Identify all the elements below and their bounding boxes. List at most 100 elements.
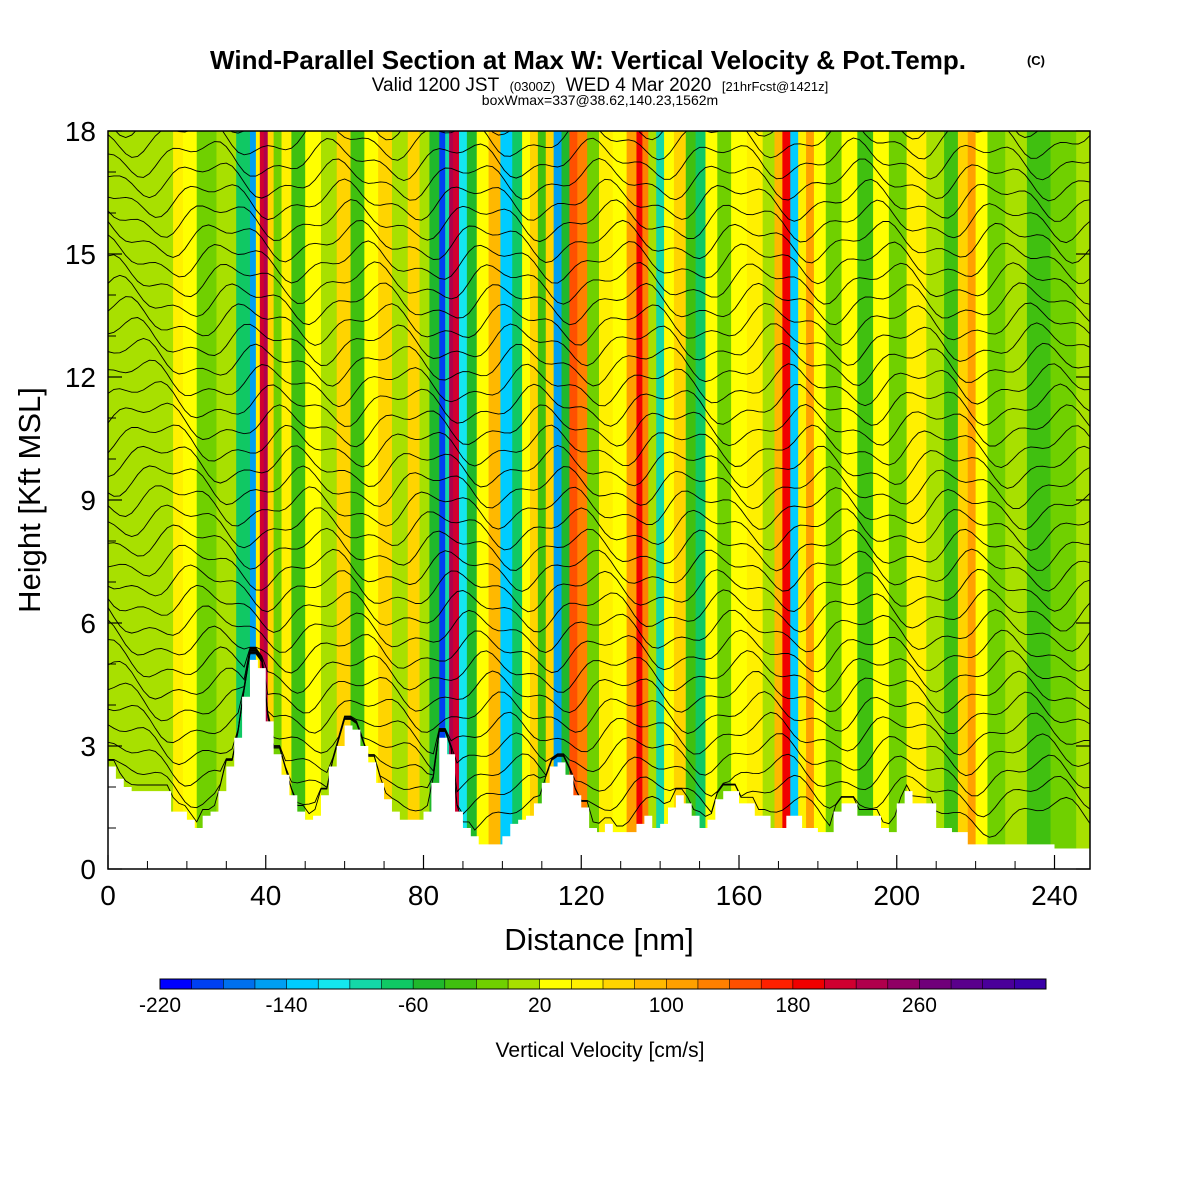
colorbar-swatch <box>761 979 794 989</box>
velocity-column <box>798 131 807 869</box>
y-tick-label: 0 <box>80 854 96 885</box>
velocity-column <box>857 131 874 869</box>
colorbar-swatch <box>191 979 224 989</box>
x-tick-label: 160 <box>716 880 763 911</box>
colorbar-swatch <box>919 979 952 989</box>
x-tick-label: 200 <box>873 880 920 911</box>
theta-contour <box>108 381 1090 427</box>
velocity-column <box>439 131 446 869</box>
colorbar-label: 100 <box>649 994 684 1017</box>
potential-temperature-contours <box>108 131 1090 838</box>
theta-contour <box>108 131 1090 161</box>
velocity-column <box>391 131 409 869</box>
colorbar-swatch <box>982 979 1015 989</box>
theta-contour <box>108 584 1090 633</box>
colorbar-swatch <box>381 979 414 989</box>
velocity-column <box>705 131 718 869</box>
colorbar-swatch <box>349 979 382 989</box>
velocity-column <box>782 131 791 869</box>
theta-contour <box>108 649 1090 735</box>
colorbar-label: -60 <box>398 994 428 1017</box>
velocity-column <box>636 131 643 869</box>
velocity-column <box>476 131 490 869</box>
velocity-column <box>648 131 657 869</box>
y-tick-label: 3 <box>80 731 96 762</box>
x-tick-label: 40 <box>250 880 281 911</box>
colorbar-swatch <box>571 979 604 989</box>
colorbar-swatch <box>160 979 192 989</box>
theta-contour <box>108 338 1090 387</box>
velocity-column <box>906 131 927 869</box>
theta-contour <box>108 465 1090 510</box>
velocity-column <box>445 131 450 869</box>
velocity-column <box>123 131 154 869</box>
y-tick-label: 15 <box>65 239 96 270</box>
velocity-column <box>458 131 468 869</box>
theta-contour <box>108 619 1090 674</box>
velocity-column <box>806 131 815 869</box>
velocity-column <box>825 131 843 869</box>
velocity-column <box>561 131 571 869</box>
theta-contour <box>108 317 1090 367</box>
velocity-column <box>695 131 707 869</box>
theta-contour <box>108 544 1090 592</box>
velocity-column <box>656 131 665 869</box>
velocity-column <box>453 131 460 869</box>
velocity-column <box>599 131 614 869</box>
x-tick-label: 0 <box>100 880 116 911</box>
forecast-info: [21hrFcst@1421z] <box>722 79 828 94</box>
theta-contour <box>108 485 1090 531</box>
colorbar-title: Vertical Velocity [cm/s] <box>496 1039 705 1062</box>
velocity-column <box>841 131 858 869</box>
theta-contour <box>108 445 1090 489</box>
valid-utc: (0300Z) <box>510 79 556 94</box>
colorbar-swatch <box>508 979 541 989</box>
velocity-column <box>664 131 675 869</box>
velocity-column <box>407 131 421 869</box>
velocity-column <box>429 131 440 869</box>
theta-contour <box>108 199 1090 244</box>
velocity-column <box>569 131 578 869</box>
theta-contour <box>108 296 1090 346</box>
velocity-column <box>263 131 269 869</box>
colorbar-swatch <box>413 979 446 989</box>
theta-contour <box>108 648 1090 714</box>
theta-contour <box>108 234 1090 285</box>
colorbar-swatch <box>444 979 477 989</box>
velocity-column <box>577 131 588 869</box>
chart-subtitle: Valid 1200 JST (0300Z) WED 4 Mar 2020 [2… <box>372 75 829 96</box>
velocity-column <box>512 131 523 869</box>
theta-contour <box>108 504 1090 551</box>
velocity-column <box>196 131 218 869</box>
x-tick-label: 80 <box>408 880 439 911</box>
theta-contour <box>108 524 1090 572</box>
velocity-column <box>291 131 306 869</box>
y-tick-label: 12 <box>65 362 96 393</box>
velocity-column <box>774 131 783 869</box>
velocity-column <box>1005 131 1028 869</box>
velocity-column <box>537 131 547 869</box>
velocity-column <box>987 131 1006 869</box>
theta-contour <box>108 605 1090 653</box>
velocity-column <box>273 131 283 869</box>
colorbar-swatch <box>697 979 730 989</box>
velocity-column <box>673 131 687 869</box>
velocity-column <box>378 131 393 869</box>
velocity-column <box>642 131 649 869</box>
velocity-column <box>216 131 237 869</box>
velocity-column <box>762 131 776 869</box>
colorbar-label: 260 <box>902 994 937 1017</box>
velocity-column <box>419 131 431 869</box>
colorbar-label: -220 <box>139 994 181 1017</box>
colorbar-swatch <box>792 979 825 989</box>
colorbar-label: 180 <box>775 994 810 1017</box>
colorbar-swatch <box>634 979 667 989</box>
theta-contour <box>108 274 1090 326</box>
chart-title: Wind-Parallel Section at Max W: Vertical… <box>210 45 966 75</box>
colorbar-swatch <box>476 979 509 989</box>
velocity-column <box>626 131 638 869</box>
colorbar-swatch <box>729 979 762 989</box>
y-axis: 0 3 6 9 12 15 18 <box>65 116 1090 885</box>
velocity-column <box>685 131 697 869</box>
